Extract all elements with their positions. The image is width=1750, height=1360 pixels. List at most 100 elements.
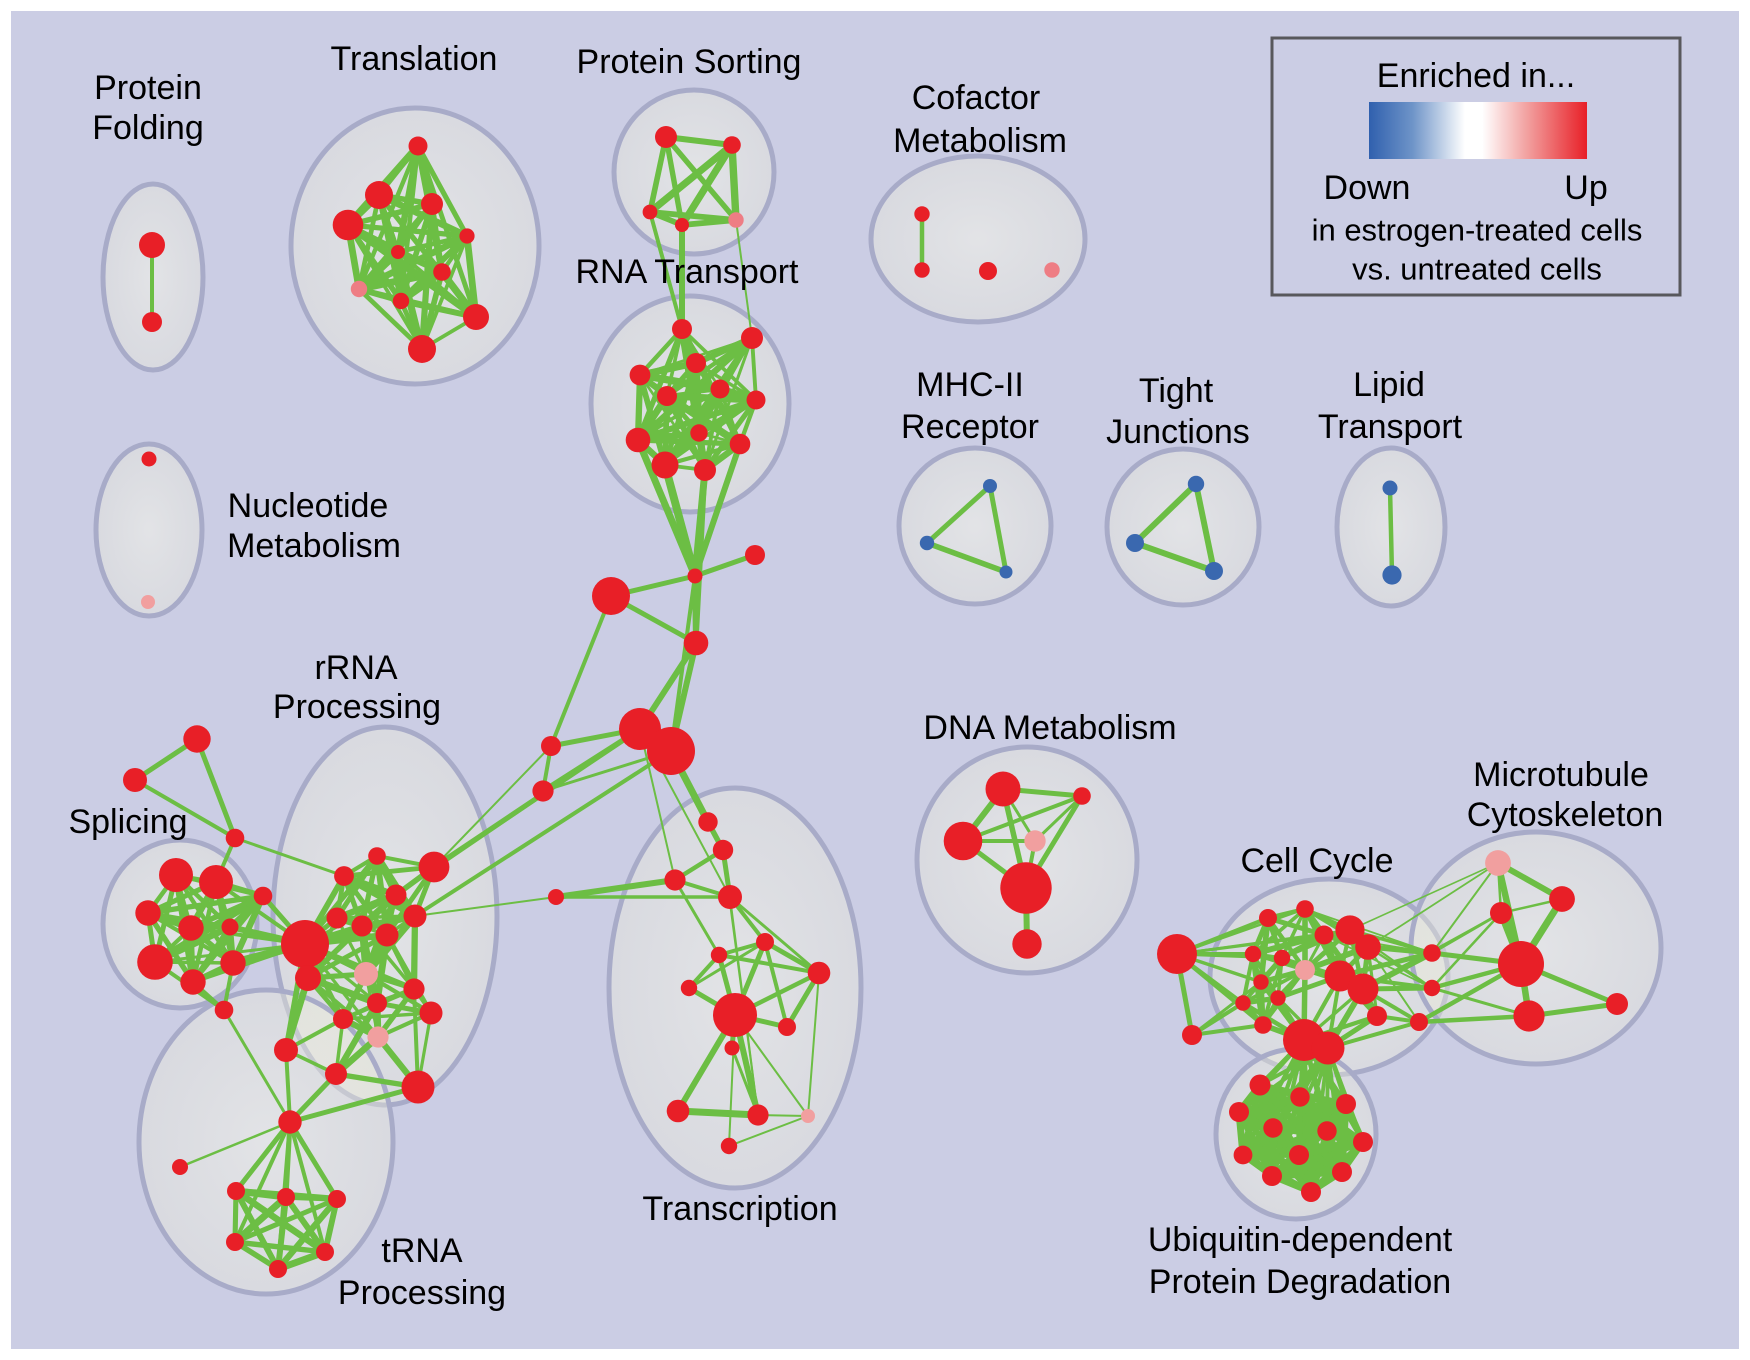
- node-rt2: [741, 327, 763, 349]
- node-x1: [1423, 944, 1441, 962]
- node-k4: [277, 1188, 295, 1206]
- edge-y3-x2: [1430, 911, 1503, 990]
- node-u1: [1249, 1074, 1271, 1096]
- node-rt9: [625, 427, 651, 453]
- edge-d2-d4: [1033, 794, 1084, 843]
- edge-c18-u9: [1297, 1046, 1330, 1157]
- edge-m1-m3: [987, 483, 1009, 575]
- node-ch3: [592, 577, 630, 615]
- node-rt3: [686, 353, 706, 373]
- node-cf4: [1044, 262, 1060, 278]
- node-r12: [367, 993, 387, 1013]
- node-q2: [712, 839, 734, 861]
- node-q15: [720, 1137, 738, 1155]
- edge-k4-k6: [231, 1193, 290, 1246]
- edge-c1-c4: [1175, 907, 1307, 956]
- node-c2: [1182, 1025, 1202, 1045]
- edge-sp2-sp7: [190, 879, 219, 985]
- edge-q14-q15: [728, 1115, 809, 1147]
- node-t1: [408, 136, 428, 156]
- edge-ch1-ch2: [692, 552, 758, 579]
- edge-r12-r17: [332, 999, 381, 1078]
- cluster-label: Processing: [338, 1274, 506, 1312]
- legend-down-label: Down: [1324, 169, 1411, 207]
- edge-ps2-ps3: [646, 141, 736, 216]
- node-q1: [698, 812, 718, 832]
- edge-r8-r11: [410, 912, 419, 993]
- node-r16: [274, 1038, 298, 1062]
- edge-tj2-tj3: [1132, 540, 1217, 574]
- node-c11: [1324, 960, 1356, 992]
- node-y3: [1490, 902, 1512, 924]
- edge-c4-c9: [1280, 907, 1307, 960]
- node-rt8: [690, 424, 708, 442]
- node-ch1: [745, 545, 765, 565]
- node-rt12: [694, 459, 716, 481]
- node-c7: [1355, 934, 1381, 960]
- cluster-label: tRNA: [381, 1232, 463, 1270]
- node-sp4: [178, 915, 204, 941]
- edge-d2-d3: [961, 794, 1084, 843]
- node-t9: [392, 292, 410, 310]
- node-t4: [332, 209, 364, 241]
- node-rt1: [672, 319, 692, 339]
- legend-up-label: Up: [1564, 169, 1607, 207]
- cluster-label: Splicing: [68, 803, 187, 841]
- node-sp9: [214, 1000, 234, 1020]
- node-ps2: [723, 136, 741, 154]
- edge-bp1-q3: [639, 728, 676, 881]
- node-t11: [408, 335, 436, 363]
- edge-r8-x0: [414, 896, 557, 917]
- node-c3: [1259, 909, 1277, 927]
- node-c15: [1270, 990, 1286, 1006]
- node-c12: [1347, 973, 1379, 1005]
- cluster-label: Junctions: [1106, 413, 1250, 451]
- edge-c4-c8: [1251, 907, 1307, 956]
- edge-c10-c14: [1241, 968, 1307, 1005]
- cluster-label: Lipid: [1353, 366, 1425, 404]
- node-st2: [123, 768, 147, 792]
- node-t5: [459, 228, 475, 244]
- cluster-label: Metabolism: [227, 527, 401, 565]
- edge-t4-t10: [344, 221, 480, 321]
- edge-q12-q13: [674, 1107, 762, 1119]
- node-rt4: [629, 364, 651, 386]
- cluster-label: Metabolism: [893, 122, 1067, 160]
- node-ps4: [675, 218, 689, 232]
- node-q9: [713, 993, 757, 1037]
- edge-k5-k8: [274, 1195, 341, 1273]
- edge-q11-q13: [730, 1046, 760, 1117]
- node-nu1: [141, 451, 157, 467]
- node-q4: [718, 885, 742, 909]
- node-t8: [350, 280, 368, 298]
- node-rt6: [710, 379, 730, 399]
- edge-x1-y1: [1431, 862, 1499, 954]
- node-r13: [419, 1001, 443, 1025]
- node-r8: [403, 904, 427, 928]
- node-sp3: [135, 900, 161, 926]
- node-c9: [1273, 949, 1291, 967]
- edge-c7-y1: [1367, 862, 1499, 948]
- node-r10: [354, 962, 378, 986]
- edge-r8-bp2: [413, 749, 673, 918]
- edge-ps2-ps5: [728, 141, 740, 224]
- node-q12: [666, 1099, 690, 1123]
- node-lt2: [1382, 565, 1402, 585]
- node-u6: [1317, 1121, 1337, 1141]
- edge-k1-k6: [233, 1120, 292, 1244]
- cluster-label: Protein Degradation: [1149, 1263, 1451, 1301]
- edge-q3-q6: [673, 878, 721, 957]
- cluster-label: Transcription: [642, 1190, 837, 1228]
- legend: Enriched in... Down Up in estrogen-treated …: [1270, 36, 1682, 297]
- edge-tj1-tj3: [1193, 481, 1217, 574]
- node-rt7: [746, 390, 766, 410]
- node-u3: [1336, 1094, 1356, 1114]
- node-d5: [1000, 862, 1052, 914]
- node-u11: [1262, 1166, 1282, 1186]
- node-pf2: [142, 312, 162, 332]
- edge-r16-k1: [284, 1048, 292, 1124]
- nodes: [123, 126, 1628, 1278]
- edge-rt11-ch2: [661, 461, 699, 580]
- edge-k1-k2: [178, 1120, 292, 1169]
